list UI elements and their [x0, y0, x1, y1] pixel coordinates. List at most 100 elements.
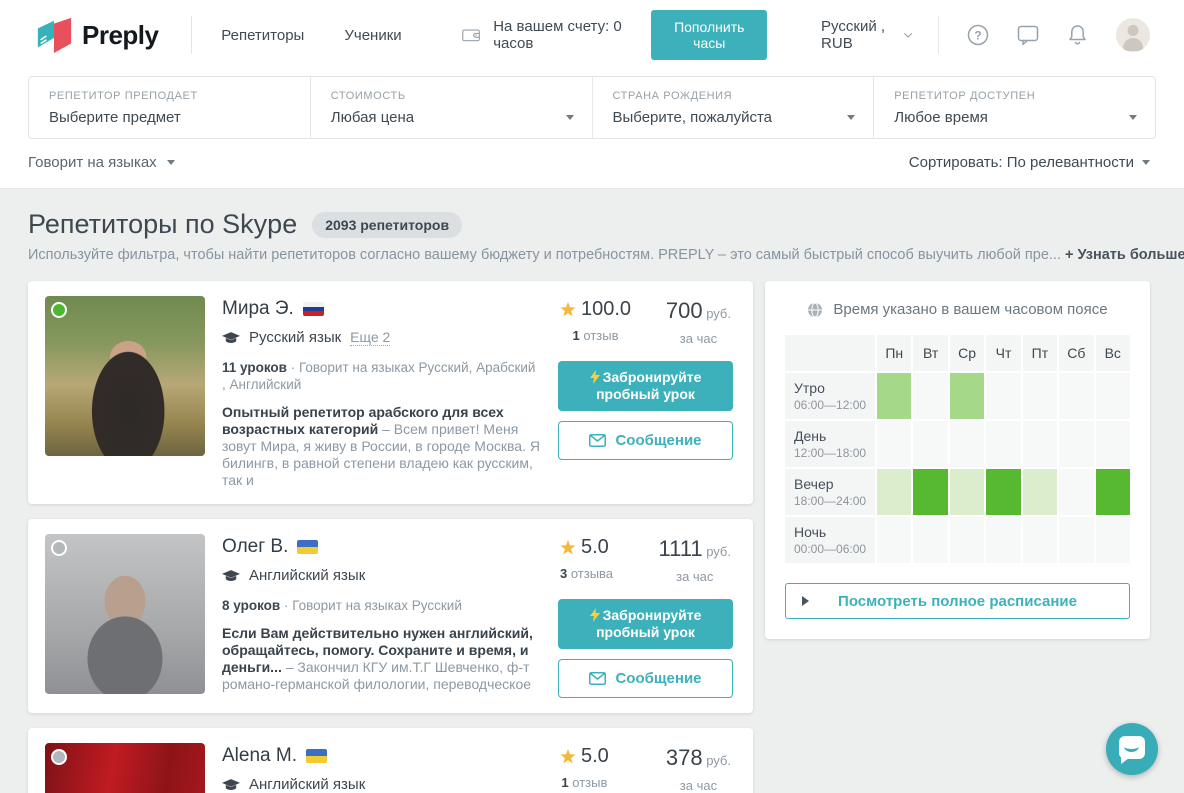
ukraine-flag-icon	[305, 749, 327, 763]
preply-logo[interactable]: Preply	[35, 15, 159, 55]
russia-flag-icon	[302, 302, 324, 316]
tutor-speaks: Говорит на языках Русский, Арабский , Ан…	[222, 360, 536, 392]
nav-students-link[interactable]: Ученики	[344, 26, 402, 44]
envelope-icon	[589, 434, 607, 447]
tutor-photo[interactable]	[45, 743, 205, 793]
description-headline: Опытный репетитор арабского для всех воз…	[222, 404, 504, 437]
schedule-availability-cell	[1059, 373, 1094, 419]
lessons-count: 11 уроков	[222, 360, 287, 375]
tutor-description: Если Вам действительно нужен английский,…	[222, 625, 542, 693]
filter-subject-value: Выберите предмет	[49, 109, 181, 126]
timezone-note: Время указано в вашем часовом поясе	[833, 301, 1108, 318]
filter-country-value: Выберите, пожалуйста	[612, 109, 773, 126]
view-full-schedule-label: Посмотреть полное расписание	[838, 592, 1077, 610]
view-full-schedule-button[interactable]: Посмотреть полное расписание	[785, 583, 1130, 619]
filter-country-label: СТРАНА РОЖДЕНИЯ	[612, 90, 733, 102]
book-trial-button[interactable]: Забронируйте пробный урок	[558, 599, 733, 649]
ukraine-flag-icon	[297, 540, 319, 554]
tutor-rating: 5.0	[581, 745, 609, 767]
tutor-reviews: 1 отзыв	[560, 775, 609, 790]
schedule-availability-cell	[949, 421, 985, 467]
main-content: Репетиторы по Skype 2093 репетиторов Исп…	[0, 189, 1184, 793]
filter-price-label: СТОИМОСТЬ	[330, 90, 406, 102]
chat-launcher-button[interactable]	[1106, 723, 1158, 775]
schedule-availability-cell	[913, 373, 948, 419]
offline-status-dot	[53, 542, 65, 554]
per-hour-label: за час	[676, 569, 714, 584]
tutor-photo[interactable]	[45, 296, 205, 456]
speaks-languages-dropdown[interactable]: Говорит на языках	[28, 154, 175, 171]
schedule-day-header: Сб	[1059, 335, 1094, 371]
filter-country[interactable]: СТРАНА РОЖДЕНИЯ Выберите, пожалуйста	[591, 77, 874, 138]
graduation-cap-icon	[222, 331, 240, 343]
top-navbar: Preply Репетиторы Ученики На вашем счету…	[0, 0, 1184, 70]
user-avatar[interactable]	[1116, 18, 1150, 52]
schedule-grid: Пн Вт Ср Чт Пт Сб Вс Утро 06:00—12:00 День 12:00—1…	[785, 335, 1130, 563]
tutor-price: 378	[665, 745, 703, 770]
schedule-panel: Время указано в вашем часовом поясе Пн Вт…	[765, 281, 1150, 639]
filter-subject[interactable]: РЕПЕТИТОР ПРЕПОДАЕТ Выберите предмет	[29, 77, 310, 138]
page-subtitle: Используйте фильтра, чтобы найти репетит…	[28, 247, 1184, 263]
chat-bubble-icon	[1119, 736, 1145, 764]
schedule-availability-cell	[1095, 373, 1130, 419]
more-subjects-link[interactable]: Еще 2	[350, 329, 391, 346]
filter-availability[interactable]: РЕПЕТИТОР ДОСТУПЕН Любое время	[873, 77, 1155, 138]
reviews-word: отзыв	[568, 775, 608, 790]
schedule-availability-cell	[1059, 469, 1094, 515]
book-trial-label: Забронируйте пробный урок	[596, 607, 702, 640]
graduation-cap-icon	[222, 569, 240, 581]
schedule-availability-cell	[1022, 421, 1058, 467]
message-label: Сообщение	[615, 670, 702, 687]
lessons-count: 8 уроков	[222, 598, 281, 613]
nav-tutors-link[interactable]: Репетиторы	[221, 26, 305, 44]
secondary-filter-row: Говорит на языках Сортировать: По релева…	[0, 139, 1184, 188]
tutor-reviews: 3 отзыва	[560, 566, 613, 581]
schedule-availability-cell	[1095, 469, 1130, 515]
schedule-availability-cell	[949, 517, 985, 563]
learn-more-link[interactable]: + Узнать больше	[1064, 247, 1184, 263]
svg-text:?: ?	[974, 29, 981, 43]
subtitle-text: Используйте фильтра, чтобы найти репетит…	[28, 247, 1061, 263]
tutor-subject: Английский язык	[249, 567, 366, 584]
sort-dropdown[interactable]: Сортировать: По релевантности	[909, 154, 1150, 171]
book-trial-button[interactable]: Забронируйте пробный урок	[558, 361, 733, 411]
message-label: Сообщение	[615, 432, 702, 449]
filter-price[interactable]: СТОИМОСТЬ Любая цена	[309, 77, 592, 138]
help-icon[interactable]: ?	[967, 24, 989, 46]
notifications-bell-icon[interactable]	[1067, 24, 1088, 46]
schedule-row-label: Ночь 00:00—06:00	[785, 517, 875, 563]
online-status-dot	[53, 304, 65, 316]
filters-section: РЕПЕТИТОР ПРЕПОДАЕТ Выберите предмет СТО…	[0, 76, 1184, 189]
message-button[interactable]: Сообщение	[558, 659, 733, 698]
messages-icon[interactable]	[1017, 25, 1039, 46]
schedule-day-header: Пн	[877, 335, 912, 371]
schedule-availability-cell	[1022, 469, 1058, 515]
reviews-count: 1	[572, 328, 580, 343]
tutor-name[interactable]: Олег В.	[222, 536, 289, 557]
tutor-reviews: 1 отзыв	[560, 328, 631, 343]
description-headline: Если Вам действительно нужен английский,…	[222, 625, 533, 675]
reviews-word: отзыва	[567, 566, 614, 581]
schedule-availability-cell	[1022, 517, 1058, 563]
schedule-day-header: Вс	[1095, 335, 1130, 371]
topup-hours-button[interactable]: Пополнить часы	[651, 10, 768, 60]
locale-currency-selector[interactable]: Русский , RUB	[821, 18, 913, 52]
schedule-day-header: Чт	[986, 335, 1021, 371]
per-hour-label: за час	[679, 331, 718, 346]
schedule-availability-cell	[913, 517, 948, 563]
tutor-card: Alena M. Английский язык	[28, 728, 753, 793]
caret-down-icon	[565, 115, 574, 120]
schedule-row-label: Утро 06:00—12:00	[785, 373, 875, 419]
caret-down-icon	[847, 115, 856, 120]
tutor-photo[interactable]	[45, 534, 205, 694]
schedule-row-label: День 12:00—18:00	[785, 421, 875, 467]
schedule-availability-cell	[877, 373, 912, 419]
brand-name: Preply	[82, 19, 159, 50]
tutor-list: Мира Э. Русский язык Еще 2 11 уроков · Г…	[28, 281, 753, 793]
lightning-bolt-icon	[589, 608, 600, 622]
tutor-card: Мира Э. Русский язык Еще 2 11 уроков · Г…	[28, 281, 753, 504]
envelope-icon	[589, 672, 607, 685]
tutor-name[interactable]: Мира Э.	[222, 298, 294, 319]
tutor-name[interactable]: Alena M.	[222, 745, 297, 766]
message-button[interactable]: Сообщение	[558, 421, 733, 460]
